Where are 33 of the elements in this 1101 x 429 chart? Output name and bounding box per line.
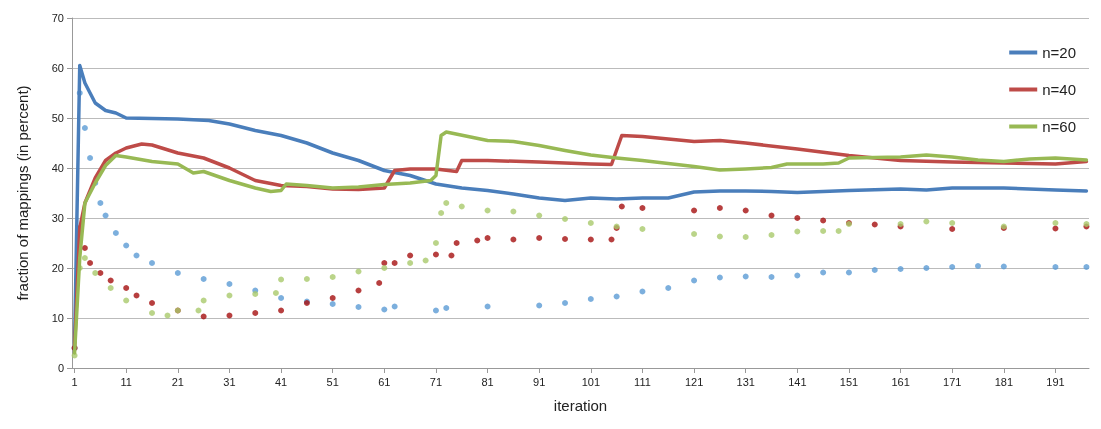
y-tick-label: 40	[51, 162, 64, 174]
y-tick-label: 10	[51, 312, 64, 324]
x-tick-label: 41	[274, 375, 288, 388]
x-tick-label: 91	[533, 375, 546, 388]
x-tick-label: 121	[684, 375, 704, 388]
x-tick-label: 171	[943, 375, 962, 388]
x-tick-label: 71	[429, 375, 443, 388]
x-tick-label: 131	[736, 375, 755, 388]
x-tick-label: 101	[581, 375, 600, 388]
legend-label: n=60	[1042, 118, 1077, 135]
x-tick-label: 81	[481, 375, 494, 388]
y-tick-label: 20	[51, 262, 64, 274]
x-axis-title: iteration	[553, 397, 608, 414]
x-tick-label: 111	[634, 375, 651, 388]
y-tick-label: 60	[51, 62, 64, 74]
y-tick-label: 70	[51, 12, 64, 24]
x-tick-label: 21	[171, 375, 184, 388]
legend-label: n=40	[1042, 81, 1077, 98]
x-tick-label: 11	[120, 375, 132, 388]
x-tick-label: 191	[1046, 375, 1065, 388]
x-tick-label: 61	[378, 375, 391, 388]
x-tick-label: 51	[326, 375, 339, 388]
y-tick-label: 0	[57, 362, 64, 374]
x-tick-label: 31	[223, 375, 236, 388]
y-tick-label: 30	[51, 212, 64, 224]
x-tick-label: 181	[994, 375, 1013, 388]
legend-label: n=20	[1042, 44, 1077, 61]
x-tick-label: 151	[839, 375, 859, 388]
y-tick-label: 50	[51, 112, 64, 124]
x-tick-label: 161	[891, 375, 910, 388]
x-tick-label: 141	[788, 375, 807, 388]
y-axis-title: fraction of mappings (in percent)	[14, 85, 31, 301]
x-tick-label: 1	[71, 375, 78, 388]
